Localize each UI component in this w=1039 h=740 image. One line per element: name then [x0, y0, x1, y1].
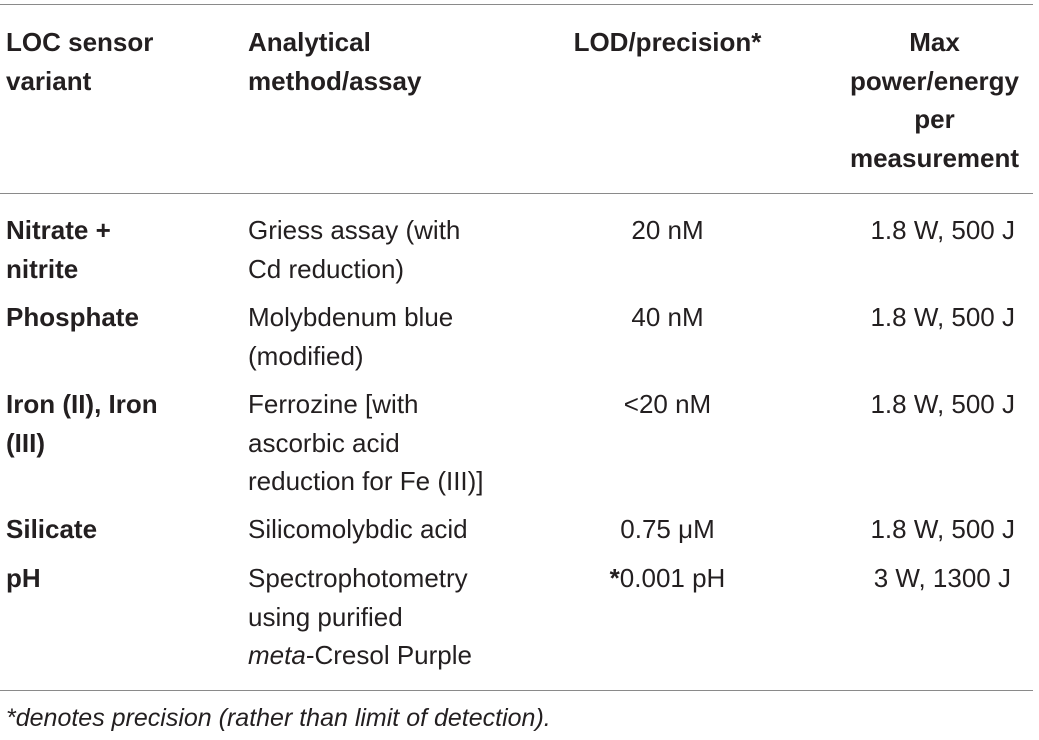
row-nitrate-variant: Nitrate + nitrite: [6, 211, 236, 288]
row-silicate-method: Silicomolybdic acid: [248, 510, 538, 549]
method-text: (modified): [248, 340, 364, 371]
lod-text: 0.001 pH: [619, 563, 726, 593]
method-text: Ferrozine [with: [248, 389, 419, 419]
header-loc-sensor-variant: LOC sensor variant: [6, 23, 226, 100]
power-text: 1.8 W, 500 J: [870, 302, 1015, 332]
header-max-power-energy: Max power/energy per measurement: [836, 23, 1033, 177]
header-text: variant: [6, 65, 92, 96]
method-text: Spectrophotometry: [248, 563, 468, 593]
lod-line: *0.001 pH: [540, 559, 795, 598]
row-ph-method: Spectrophotometry using purified meta-Cr…: [248, 559, 538, 675]
row-iron-power: 1.8 W, 500 J: [800, 385, 1015, 424]
row-phosphate-lod: 40 nM: [540, 298, 795, 337]
method-text: using purified: [248, 601, 403, 632]
lod-text: 20 nM: [631, 215, 704, 245]
variant-text: pH: [6, 563, 41, 593]
row-phosphate-power: 1.8 W, 500 J: [800, 298, 1015, 337]
header-lod-precision: LOD/precision*: [540, 23, 795, 62]
lod-text: 40 nM: [631, 302, 704, 332]
lod-text: <20 nM: [623, 389, 712, 419]
row-iron-lod: <20 nM: [540, 385, 795, 424]
method-text: Silicomolybdic acid: [248, 514, 468, 544]
power-text: 1.8 W, 500 J: [870, 389, 1015, 419]
header-text: Analytical: [248, 27, 371, 57]
row-nitrate-power: 1.8 W, 500 J: [800, 211, 1015, 250]
row-silicate-variant: Silicate: [6, 510, 236, 549]
method-line-meta-cresol: meta-Cresol Purple: [248, 636, 538, 675]
method-text: Griess assay (with: [248, 215, 461, 245]
header-text: per: [914, 104, 955, 134]
table-top-rule: [0, 4, 1033, 5]
lod-text: 0.75 μM: [620, 514, 715, 544]
precision-asterisk: *: [609, 563, 620, 593]
power-text: 1.8 W, 500 J: [870, 514, 1015, 544]
row-silicate-lod: 0.75 μM: [540, 510, 795, 549]
header-bottom-rule: [0, 193, 1033, 194]
variant-text: Phosphate: [6, 302, 139, 332]
power-text: 1.8 W, 500 J: [870, 215, 1015, 245]
variant-text: nitrite: [6, 253, 79, 284]
header-analytical-method: Analytical method/assay: [248, 23, 508, 100]
table-bottom-rule: [0, 690, 1033, 691]
header-text: method/assay: [248, 65, 422, 96]
row-silicate-power: 1.8 W, 500 J: [800, 510, 1015, 549]
row-iron-method: Ferrozine [with ascorbic acid reduction …: [248, 385, 538, 501]
header-text: LOC sensor: [6, 27, 154, 57]
variant-text: Nitrate +: [6, 215, 111, 245]
method-text: -Cresol Purple: [305, 640, 472, 670]
variant-text: (III): [6, 427, 45, 458]
row-phosphate-method: Molybdenum blue (modified): [248, 298, 538, 375]
row-ph-power: 3 W, 1300 J: [800, 559, 1011, 598]
method-italic-prefix: meta: [248, 640, 306, 670]
row-nitrate-lod: 20 nM: [540, 211, 795, 250]
method-text: reduction for Fe (III)]: [248, 466, 484, 496]
method-text: Cd reduction): [248, 253, 405, 284]
row-nitrate-method: Griess assay (with Cd reduction): [248, 211, 538, 288]
variant-text: Iron (II), Iron: [6, 389, 158, 419]
header-text: Max: [909, 27, 960, 57]
row-ph-variant: pH: [6, 559, 236, 598]
method-text: Molybdenum blue: [248, 302, 454, 332]
header-text: LOD/precision*: [573, 27, 762, 57]
header-text: power/energy: [849, 65, 1020, 96]
row-phosphate-variant: Phosphate: [6, 298, 236, 337]
table-footnote: *denotes precision (rather than limit of…: [6, 704, 551, 732]
variant-text: Silicate: [6, 514, 98, 544]
row-ph-lod: *0.001 pH: [540, 559, 795, 598]
power-text: 3 W, 1300 J: [873, 563, 1011, 593]
row-iron-variant: Iron (II), Iron (III): [6, 385, 236, 462]
method-text: ascorbic acid: [248, 427, 400, 458]
header-text: measurement: [849, 142, 1020, 173]
